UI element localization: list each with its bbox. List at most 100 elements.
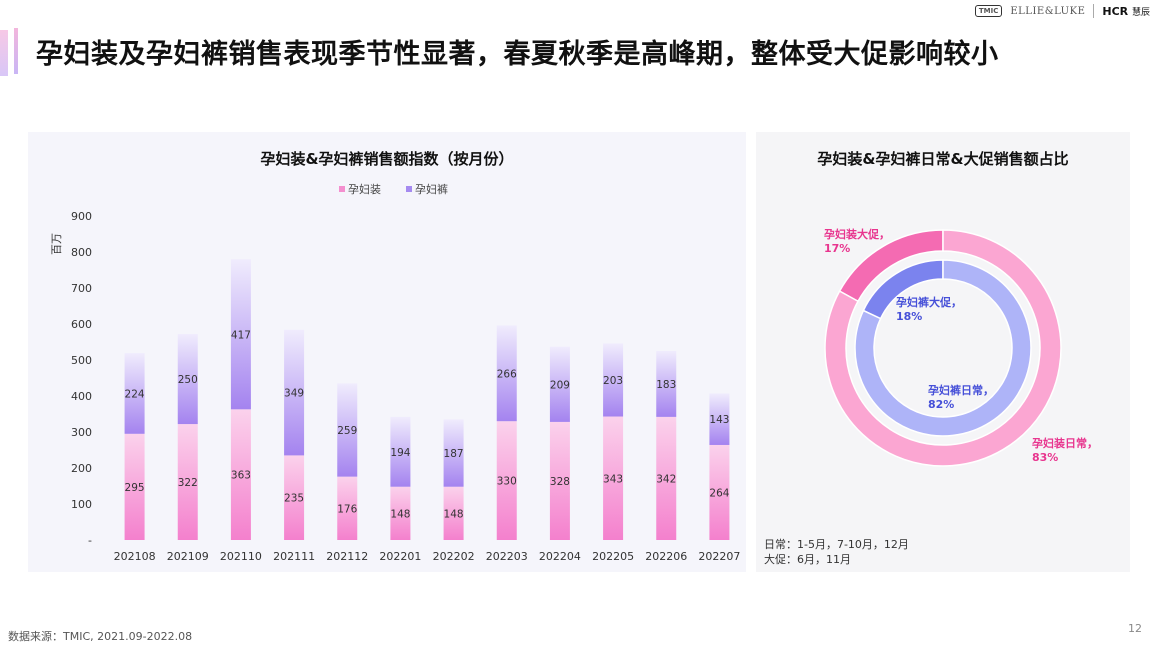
y-axis-label: 百万: [50, 233, 63, 255]
data-label-wear: 235: [284, 493, 304, 505]
data-label-pants: 194: [390, 447, 410, 459]
bar-maternity-pants: [124, 353, 145, 434]
bar-chart-panel: 孕妇装&孕妇裤销售额指数（按月份） 孕妇装 孕妇裤 百万 - 100 200 300 400 5…: [28, 132, 746, 572]
note-promo: 大促：6月，11月: [764, 553, 851, 566]
bar-maternity-wear: [390, 486, 411, 540]
data-label-pants: 203: [603, 375, 623, 387]
bar-maternity-wear: [230, 409, 251, 540]
data-label-wear: 295: [125, 482, 145, 494]
data-label-wear: 148: [444, 508, 464, 520]
data-label-pants: 209: [550, 379, 570, 391]
data-label-wear: 264: [709, 487, 729, 499]
data-label-wear: 330: [497, 476, 517, 488]
donut-slice-percent: 17%: [824, 242, 850, 255]
legend-label-1: 孕妇裤: [415, 182, 448, 196]
donut-slice-outer-1: [824, 229, 1062, 467]
bar-chart-title: 孕妇装&孕妇裤销售额指数（按月份）: [260, 150, 514, 168]
bar-maternity-pants: [443, 419, 464, 487]
donut-slice-inner-1: [854, 259, 1032, 437]
donut-slice-label: 孕妇裤大促，: [896, 295, 962, 309]
bar-maternity-wear: [337, 476, 358, 540]
legend-swatch-1: [406, 186, 412, 192]
page-title: 孕妇装及孕妇裤销售表现季节性显著，春夏秋季是高峰期，整体受大促影响较小: [36, 39, 999, 70]
hcr-logo-cn: 慧辰: [1131, 7, 1150, 18]
data-label-pants: 143: [709, 414, 729, 426]
data-label-wear: 328: [550, 476, 570, 488]
accent-bar: [0, 30, 8, 76]
bar-maternity-pants: [284, 329, 305, 456]
donut-slice-percent: 83%: [1032, 451, 1058, 464]
bar-maternity-wear: [443, 486, 464, 540]
bar-maternity-pants: [549, 346, 570, 422]
data-source: 数据来源：TMIC, 2021.09-2022.08: [8, 630, 193, 643]
data-label-wear: 176: [337, 503, 357, 515]
legend-swatch-0: [339, 186, 345, 192]
y-tick-label: 400: [71, 390, 92, 403]
data-label-pants: 349: [284, 388, 304, 400]
legend-label-0: 孕妇装: [348, 183, 381, 196]
donut-slice-percent: 82%: [928, 398, 954, 411]
page-number: 12: [1128, 622, 1142, 635]
x-tick-label: 202109: [167, 550, 209, 563]
bar-maternity-pants: [496, 325, 517, 422]
data-label-wear: 148: [390, 508, 410, 520]
data-label-pants: 417: [231, 329, 251, 341]
y-tick-label: 300: [71, 426, 92, 439]
x-tick-label: 202108: [114, 550, 156, 563]
bar-maternity-wear: [603, 416, 624, 540]
y-tick-label: -: [88, 534, 92, 547]
y-tick-label: 500: [71, 354, 92, 367]
y-tick-label: 600: [71, 318, 92, 331]
donut-slice-label: 孕妇裤日常，: [928, 383, 994, 397]
data-label-pants: 183: [656, 379, 676, 391]
tmic-logo-text: TMIC: [974, 5, 1003, 17]
logo-group: TMIC ELLIE&LUKE HCR 慧辰: [974, 4, 1150, 18]
bar-maternity-wear: [656, 416, 677, 540]
bar-maternity-pants: [177, 334, 198, 425]
data-label-pants: 187: [444, 448, 464, 460]
bar-maternity-pants: [337, 383, 358, 477]
bar-legend: 孕妇装 孕妇裤: [339, 182, 448, 196]
x-tick-label: 202204: [539, 550, 581, 563]
note-daily: 日常：1-5月，7-10月，12月: [764, 538, 909, 551]
bar-maternity-wear: [284, 455, 305, 540]
data-label-wear: 363: [231, 470, 251, 482]
x-tick-label: 202112: [326, 550, 368, 563]
bar-maternity-wear: [124, 433, 145, 540]
accent-bar-secondary: [14, 28, 18, 74]
logo-divider: [1093, 4, 1095, 18]
donut-chart: 孕妇装大促，17% 孕妇装日常，83% 孕妇裤大促，18% 孕妇裤日常，82%: [824, 227, 1098, 467]
data-label-wear: 342: [656, 473, 676, 485]
hcr-logo: HCR 慧辰: [1102, 5, 1150, 18]
bar-maternity-wear: [709, 444, 730, 540]
hcr-logo-text: HCR: [1102, 4, 1129, 18]
x-tick-label: 202203: [486, 550, 528, 563]
bar-maternity-pants: [390, 416, 411, 487]
data-label-pants: 259: [337, 425, 357, 437]
y-tick-label: 700: [71, 282, 92, 295]
bar-maternity-pants: [709, 393, 730, 445]
data-label-wear: 322: [178, 477, 198, 489]
x-tick-label: 202205: [592, 550, 634, 563]
y-tick-label: 900: [71, 210, 92, 223]
bar-maternity-wear: [549, 421, 570, 540]
y-tick-label: 800: [71, 246, 92, 259]
data-label-pants: 266: [497, 368, 517, 380]
x-tick-label: 202207: [698, 550, 740, 563]
ellie-luke-logo: ELLIE&LUKE: [1010, 5, 1086, 17]
bar-maternity-pants: [230, 259, 251, 410]
x-tick-label: 202111: [273, 550, 315, 563]
x-tick-label: 202201: [379, 550, 421, 563]
x-tick-label: 202206: [645, 550, 687, 563]
donut-chart-panel: 孕妇装&孕妇裤日常&大促销售额占比 孕妇装大促， 17% 孕妇装日常， 83% 孕妇裤大…: [756, 132, 1130, 572]
bar-maternity-pants: [656, 351, 677, 417]
data-label-pants: 250: [178, 374, 198, 386]
bar-maternity-wear: [496, 421, 517, 540]
donut-slice-label: 孕妇装日常，: [1032, 436, 1098, 450]
y-tick-label: 200: [71, 462, 92, 475]
donut-chart-title: 孕妇装&孕妇裤日常&大促销售额占比: [817, 150, 1069, 168]
x-tick-label: 202110: [220, 550, 262, 563]
tmic-logo: TMIC: [974, 5, 1003, 17]
data-label-wear: 343: [603, 473, 623, 485]
